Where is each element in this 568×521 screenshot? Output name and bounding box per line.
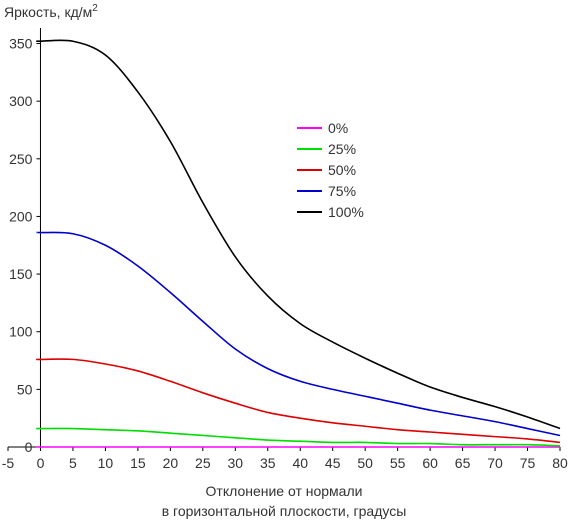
- y-tick-label: 50: [17, 381, 33, 397]
- x-tick-label: 15: [130, 455, 146, 471]
- y-tick-label: 250: [9, 151, 33, 167]
- x-tick-label: 35: [260, 455, 276, 471]
- y-axis-title-superscript: 2: [92, 3, 98, 14]
- y-axis-title-text: Яркость, кд/м: [4, 4, 92, 20]
- x-tick-label: 70: [487, 455, 503, 471]
- x-tick-label: 55: [390, 455, 406, 471]
- x-tick-label: 75: [520, 455, 536, 471]
- legend: 0% 25% 50% 75% 100%: [297, 120, 364, 220]
- x-axis-title-line2: в горизонтальной плоскости, градусы: [162, 503, 407, 519]
- x-tick-label: 25: [195, 455, 211, 471]
- y-axis-title: Яркость, кд/м2: [4, 3, 98, 20]
- y-tick-label: 0: [25, 439, 33, 455]
- x-tick-label: 5: [69, 455, 77, 471]
- y-tick-label: 200: [9, 208, 33, 224]
- x-tick-label: 65: [455, 455, 471, 471]
- series-layer: [36, 39, 561, 448]
- legend-label: 0%: [328, 120, 348, 136]
- legend-label: 100%: [328, 204, 364, 220]
- x-tick-label: 60: [422, 455, 438, 471]
- x-tick-label: -5: [2, 455, 15, 471]
- x-tick-label: 20: [163, 455, 179, 471]
- y-tick-label: 300: [9, 93, 33, 109]
- legend-label: 25%: [328, 141, 356, 157]
- x-tick-label: 40: [292, 455, 308, 471]
- series-line-50pct: [36, 358, 561, 444]
- series-line-25pct: [36, 427, 561, 447]
- y-tick-label: 350: [9, 36, 33, 52]
- x-tick-label: 45: [325, 455, 341, 471]
- x-axis-title-line1: Отклонение от нормали: [206, 483, 363, 499]
- series-line-100pct: [36, 39, 561, 430]
- legend-label: 75%: [328, 183, 356, 199]
- axes: 0 50 100 150 200 250 300 350 -5 0 5 10 15 20 25 30 35 40 4…: [2, 28, 568, 471]
- y-tick-label: 100: [9, 324, 33, 340]
- x-tick-label: 0: [37, 455, 45, 471]
- x-tick-label: 50: [357, 455, 373, 471]
- x-tick-label: 10: [98, 455, 114, 471]
- series-line-75pct: [36, 231, 561, 437]
- y-tick-label: 150: [9, 266, 33, 282]
- legend-label: 50%: [328, 162, 356, 178]
- x-tick-label: 80: [552, 455, 568, 471]
- x-tick-label: 30: [228, 455, 244, 471]
